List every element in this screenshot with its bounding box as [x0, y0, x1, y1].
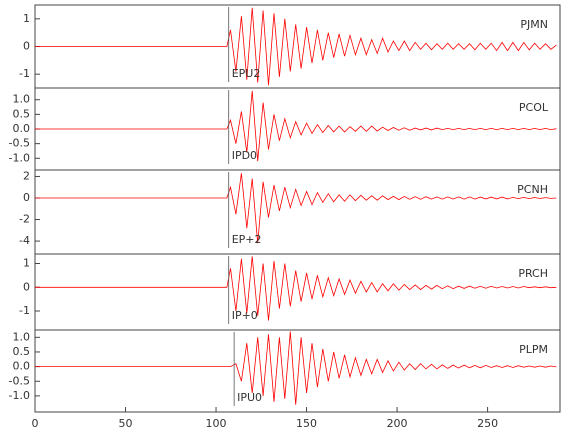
y-tick-label: 0: [23, 40, 30, 53]
y-tick-label: -0.5: [9, 374, 30, 387]
waveform: [35, 331, 557, 405]
x-tick-label: 50: [119, 417, 133, 430]
y-tick-label: 0.0: [13, 360, 31, 373]
y-tick-label: 1.0: [13, 330, 31, 343]
y-tick-label: 0.0: [13, 122, 31, 135]
y-tick-label: -1: [19, 304, 30, 317]
x-tick-label: 100: [206, 417, 227, 430]
panel-frame: [34, 169, 561, 255]
station-label: PJMN: [520, 18, 548, 31]
pick-label: IPU0: [237, 391, 262, 404]
pick-label: EPU2: [232, 67, 261, 80]
y-tick-label: 2: [23, 169, 30, 182]
pick-label: EP+2: [232, 233, 262, 246]
y-tick-label: -0.5: [9, 137, 30, 150]
x-tick-label: 150: [296, 417, 317, 430]
x-tick-label: 0: [32, 417, 39, 430]
station-label: PRCH: [518, 267, 548, 280]
panel-frame: [34, 329, 561, 413]
station-label: PCOL: [519, 101, 549, 114]
y-tick-label: 1: [23, 257, 30, 270]
y-tick-label: -1: [19, 67, 30, 80]
panel-frame: [34, 253, 561, 331]
station-label: PLPM: [519, 343, 548, 356]
y-tick-label: 0.5: [13, 107, 31, 120]
y-tick-label: -2: [19, 213, 30, 226]
y-tick-label: 0: [23, 191, 30, 204]
waveform: [35, 7, 557, 86]
y-tick-label: 0.5: [13, 345, 31, 358]
y-tick-label: -4: [19, 234, 30, 247]
waveform: [35, 256, 557, 321]
x-tick-label: 200: [387, 417, 408, 430]
station-label: PCNH: [517, 183, 548, 196]
waveform: [35, 90, 557, 162]
y-tick-label: -1.0: [9, 151, 30, 164]
y-tick-label: 1.0: [13, 93, 31, 106]
y-tick-label: -1.0: [9, 389, 30, 402]
pick-label: IP+0: [232, 309, 258, 322]
waveform: [35, 173, 557, 244]
pick-label: IPD0: [232, 149, 257, 162]
y-tick-label: 0: [23, 280, 30, 293]
y-tick-label: 1: [23, 12, 30, 25]
x-tick-label: 250: [477, 417, 498, 430]
